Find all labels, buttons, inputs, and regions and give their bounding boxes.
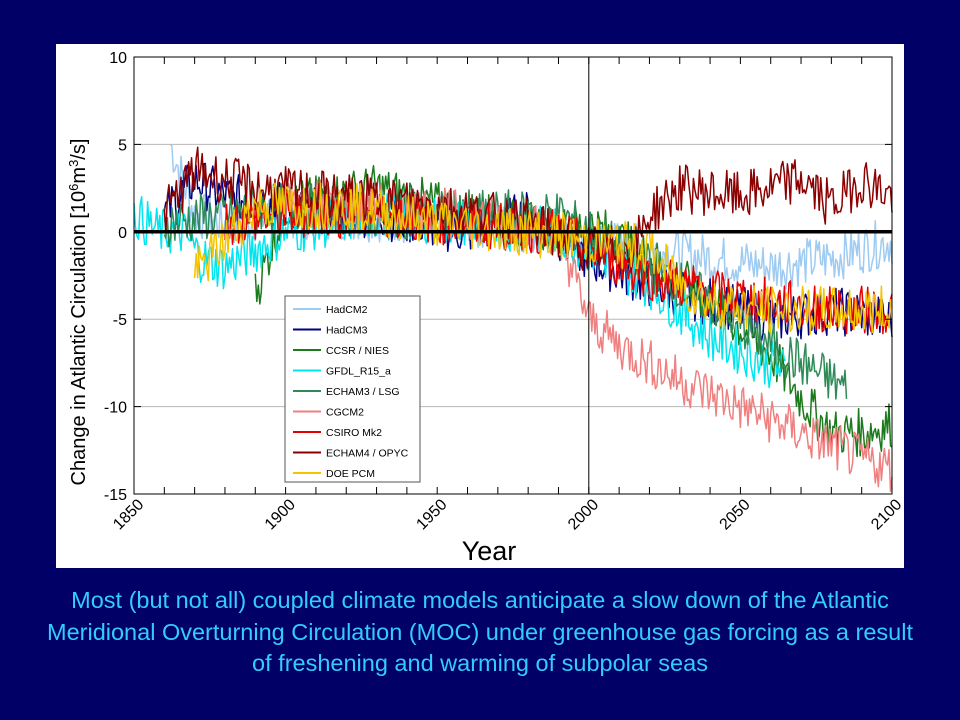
y-axis-label: Change in Atlantic Circulation [106m3/s] — [66, 139, 90, 486]
y-axis-label-end: /s] — [68, 139, 90, 160]
series-layer — [133, 144, 893, 493]
y-axis-label-unit: m — [68, 167, 90, 184]
y-tick-label: -10 — [104, 400, 127, 417]
legend-label: HadCM2 — [326, 304, 368, 316]
y-tick-label: 5 — [118, 137, 127, 154]
legend-label: ECHAM4 / OPYC — [326, 448, 409, 460]
series-line-echam4-opyc — [163, 146, 893, 274]
x-tick-label: 2100 — [868, 496, 904, 533]
x-tick-label: 1900 — [262, 496, 299, 533]
plot-frame — [133, 56, 893, 495]
legend-label: HadCM3 — [326, 325, 368, 337]
legend: HadCM2 HadCM3 CCSR / NIES GFDL_R15_a ECHAM3 … — [284, 295, 421, 483]
y-tick-label: 0 — [118, 225, 127, 242]
y-axis-label-exp2: 3 — [66, 160, 81, 167]
y-axis-label-main: Change in Atlantic Circulation [10 — [68, 191, 90, 486]
x-tick-label: 2000 — [565, 496, 602, 533]
legend-box — [284, 295, 421, 483]
chart-panel: 1850 1900 1950 2000 2050 2100 10 5 0 -5 -10 -15 Had… — [56, 44, 904, 568]
series-line-doe-pcm — [193, 182, 893, 336]
y-tick-label: -5 — [113, 312, 127, 329]
legend-label: CSIRO Mk2 — [326, 427, 382, 439]
x-tick-label: 1950 — [413, 496, 450, 533]
y-axis-label-exp: 6 — [66, 184, 81, 191]
legend-label: CCSR / NIES — [326, 345, 389, 357]
legend-label: DOE PCM — [326, 468, 375, 480]
x-axis-label: Year — [462, 536, 517, 566]
legend-label: ECHAM3 / LSG — [326, 386, 400, 398]
legend-label: GFDL_R15_a — [326, 366, 391, 378]
legend-label: CGCM2 — [326, 407, 364, 419]
y-tick-label: 10 — [109, 50, 127, 67]
x-tick-label: 2050 — [717, 496, 754, 533]
slide-caption: Most (but not all) coupled climate model… — [47, 587, 913, 676]
y-tick-label: -15 — [104, 487, 127, 504]
marker-layer — [134, 57, 892, 494]
